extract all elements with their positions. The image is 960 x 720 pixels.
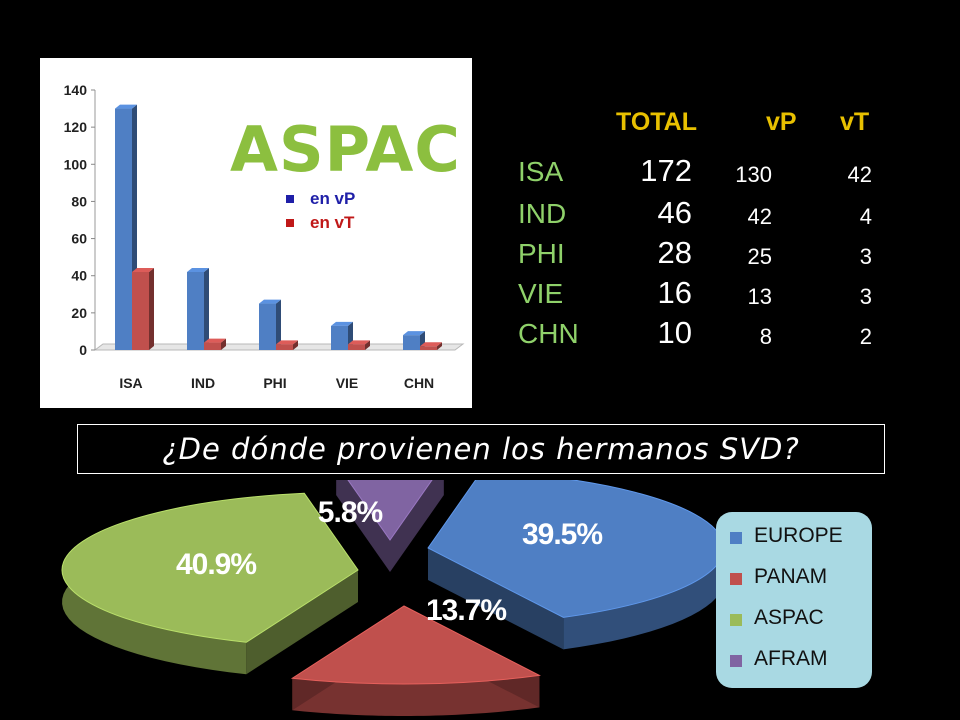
- bar-en-vt-chn: [420, 346, 437, 350]
- y-tick-label: 140: [64, 82, 88, 98]
- row-vp-vie: 13: [747, 284, 772, 309]
- legend-swatch-en-vp: [286, 195, 294, 203]
- bar-top: [331, 321, 353, 326]
- bar-chart: 0 20 40 60 80 100 120 140 ISA IND PHI VIE CHN ASPAC en…: [64, 82, 465, 391]
- legend-label-afram: AFRAM: [754, 647, 828, 670]
- pie-cut-aspac: [246, 570, 358, 675]
- header-vt: vT: [840, 108, 870, 136]
- x-tick-label-ind: IND: [191, 375, 215, 391]
- row-vp-ind: 42: [747, 204, 772, 229]
- bar-en-vt-isa: [132, 272, 149, 350]
- y-tick-label: 40: [71, 268, 87, 284]
- x-tick-label-vie: VIE: [336, 375, 359, 391]
- legend-label-panam: PANAM: [754, 565, 828, 588]
- legend-label-europe: EUROPE: [754, 524, 843, 547]
- pie-chart: 39.5% 13.7% 40.9% 5.8%: [61, 480, 716, 716]
- x-tick-label-phi: PHI: [263, 375, 286, 391]
- pie-value-label-europe: 39.5%: [522, 518, 602, 551]
- bar-side: [221, 338, 226, 350]
- header-total: TOTAL: [616, 108, 698, 136]
- x-tick-label-chn: CHN: [404, 375, 434, 391]
- stats-table: TOTAL vP vT ISA 172 130 42 IND 46 42 4 P…: [518, 108, 872, 350]
- legend-label-aspac: ASPAC: [754, 606, 824, 629]
- row-total-isa: 172: [640, 153, 692, 188]
- row-total-phi: 28: [657, 235, 692, 270]
- bar-top: [276, 340, 298, 345]
- legend-swatch-en-vt: [286, 219, 294, 227]
- row-vp-isa: 130: [735, 162, 772, 187]
- row-vt-vie: 3: [859, 284, 872, 309]
- question-box: ¿De dónde provienen los hermanos SVD?: [77, 424, 885, 474]
- y-tick-label: 80: [71, 193, 87, 209]
- pie-slice-panam: [290, 605, 541, 685]
- bar-top: [348, 340, 370, 345]
- pie-slice-afram: [347, 480, 433, 541]
- row-vt-chn: 2: [859, 324, 872, 349]
- legend-swatch-panam: [730, 573, 742, 585]
- pie-value-label-panam: 13.7%: [426, 594, 506, 627]
- pie-value-label-aspac: 40.9%: [176, 548, 256, 581]
- bar-top: [187, 268, 209, 272]
- legend-swatch-afram: [730, 655, 742, 667]
- bar-side: [276, 299, 281, 350]
- row-label-ind: IND: [518, 198, 567, 229]
- y-tick-label: 20: [71, 305, 87, 321]
- y-tick-label: 100: [64, 156, 88, 172]
- row-label-chn: CHN: [518, 318, 579, 349]
- bar-side: [365, 340, 370, 350]
- pie-slice-europe: [427, 480, 716, 618]
- row-label-isa: ISA: [518, 156, 564, 187]
- bar-en-vp-chn: [403, 335, 420, 350]
- row-total-vie: 16: [657, 275, 692, 310]
- y-tick-label: 120: [64, 119, 88, 135]
- bar-en-vt-ind: [204, 342, 221, 350]
- row-vt-isa: 42: [847, 162, 872, 187]
- legend-swatch-aspac: [730, 614, 742, 626]
- pie-cut-europe: [428, 548, 564, 650]
- bar-top: [420, 342, 442, 347]
- bar-top: [403, 331, 425, 336]
- y-tick-label: 60: [71, 231, 87, 247]
- bar-en-vt-vie: [348, 344, 365, 350]
- row-label-vie: VIE: [518, 278, 564, 309]
- legend-swatch-europe: [730, 532, 742, 544]
- row-total-ind: 46: [657, 195, 692, 230]
- row-label-phi: PHI: [518, 238, 565, 269]
- bar-side: [293, 340, 298, 350]
- y-tick-label: 0: [79, 342, 87, 358]
- bar-side: [437, 342, 442, 350]
- bar-chart-title: ASPAC: [230, 113, 461, 186]
- pie-slice-aspac: [61, 492, 359, 643]
- x-tick-label-isa: ISA: [119, 375, 142, 391]
- bar-top: [204, 338, 226, 343]
- bar-top: [115, 104, 137, 109]
- bar-en-vp-vie: [331, 325, 348, 350]
- bar-chart-panel: 0 20 40 60 80 100 120 140 ISA IND PHI VIE CHN ASPAC en…: [40, 58, 472, 408]
- bar-en-vp-ind: [187, 272, 204, 350]
- pie-legend: EUROPE PANAM ASPAC AFRAM: [716, 512, 872, 688]
- row-vt-phi: 3: [859, 244, 872, 269]
- bar-en-vt-phi: [276, 344, 293, 350]
- row-vp-chn: 8: [759, 324, 772, 349]
- question-heading: ¿De dónde provienen los hermanos SVD?: [162, 432, 800, 466]
- pie-side-panam: [292, 675, 540, 716]
- bar-top: [259, 299, 281, 304]
- pie-cut-afram: [390, 480, 444, 572]
- pie-value-label-afram: 5.8%: [318, 496, 383, 529]
- row-vp-phi: 25: [747, 244, 772, 269]
- bar-side: [149, 268, 154, 350]
- header-vp: vP: [766, 108, 797, 136]
- legend-label-en-vt: en vT: [310, 213, 355, 232]
- legend-label-en-vp: en vP: [310, 189, 355, 208]
- pie-cut-afram: [336, 480, 390, 572]
- row-total-chn: 10: [657, 315, 692, 350]
- row-vt-ind: 4: [859, 204, 872, 229]
- bar-side: [204, 268, 209, 350]
- bar-top: [132, 268, 154, 272]
- bar-en-vp-phi: [259, 303, 276, 350]
- bar-en-vp-isa: [115, 108, 132, 350]
